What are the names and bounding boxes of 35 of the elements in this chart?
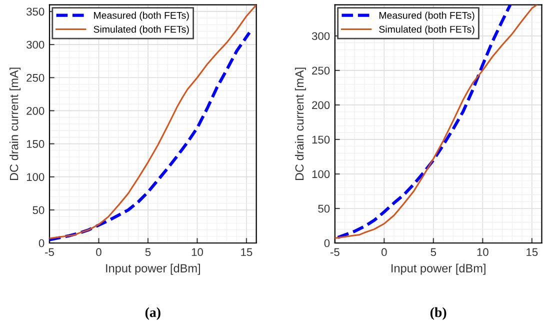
y-tick-label: 350 xyxy=(26,8,44,16)
y-axis-title: DC drain current [mA] xyxy=(10,68,21,180)
x-tick-label: 10 xyxy=(192,248,203,256)
y-tick-label: 300 xyxy=(26,40,44,49)
x-axis-title: Input power [dBm] xyxy=(106,264,200,275)
x-tick-label: -5 xyxy=(330,248,340,256)
y-tick-label: 150 xyxy=(312,136,330,144)
x-tick-label: 15 xyxy=(526,248,538,256)
y-axis-title: DC drain current [mA] xyxy=(294,68,306,180)
x-tick-label: 0 xyxy=(96,248,102,256)
x-tick-label: 5 xyxy=(145,248,151,256)
x-axis-title: Input power [dBm] xyxy=(392,264,486,275)
x-tick-label: -5 xyxy=(45,248,54,256)
y-tick-label: 50 xyxy=(318,204,330,213)
y-tick-label: 0 xyxy=(324,239,330,248)
y-tick-label: 100 xyxy=(26,173,44,181)
x-tick-label: 10 xyxy=(477,248,488,256)
x-tick-label: 15 xyxy=(241,248,252,256)
y-tick-label: 250 xyxy=(26,74,44,82)
y-tick-label: 50 xyxy=(32,206,44,214)
x-tick-label: 0 xyxy=(382,248,387,256)
y-tick-label: 200 xyxy=(312,101,330,110)
text: (a) xyxy=(145,307,160,320)
y-tick-label: 150 xyxy=(26,140,44,148)
legend-label: Measured (both FETs) xyxy=(379,12,474,21)
y-tick-label: 200 xyxy=(26,106,44,115)
legend-label: Simulated (both FETs) xyxy=(94,26,189,35)
legend-label: Measured (both FETs) xyxy=(94,12,189,21)
x-tick-label: 5 xyxy=(430,248,436,256)
y-tick-label: 100 xyxy=(312,170,330,178)
y-tick-label: 0 xyxy=(38,239,44,248)
legend-label: Simulated (both FETs) xyxy=(379,26,474,35)
y-tick-label: 250 xyxy=(312,66,330,75)
y-tick-label: 300 xyxy=(312,32,330,40)
text: (b) xyxy=(430,307,446,320)
